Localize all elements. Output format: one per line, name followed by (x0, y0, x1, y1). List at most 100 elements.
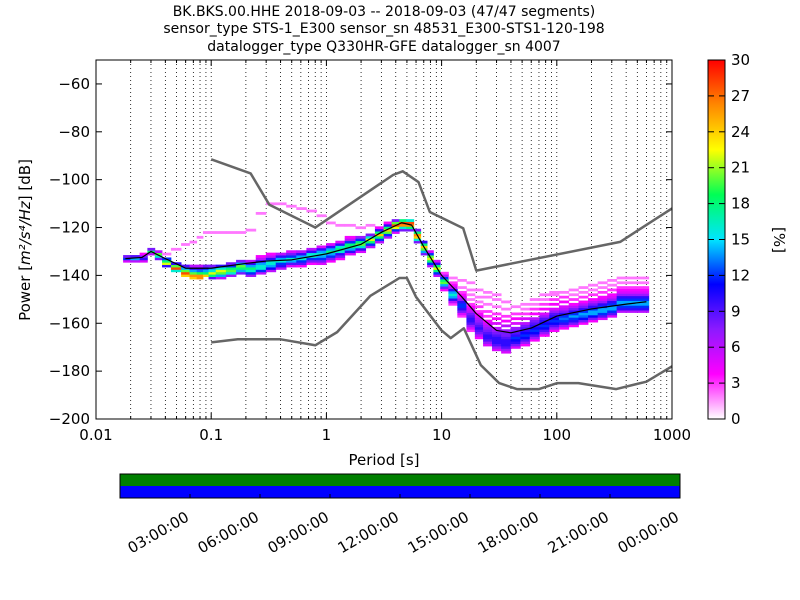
histogram-cell (643, 290, 650, 294)
histogram-cell (607, 307, 618, 311)
histogram-cell (255, 271, 267, 275)
histogram-cell (568, 322, 579, 325)
histogram-cell (286, 257, 297, 261)
histogram-cell (539, 298, 550, 301)
histogram-cell (427, 264, 434, 268)
histogram-cell (196, 264, 204, 268)
histogram-cell (355, 240, 367, 244)
histogram-cell (474, 322, 484, 325)
histogram-cell (306, 257, 317, 261)
histogram-cell (344, 235, 356, 239)
histogram-cell (635, 286, 644, 289)
histogram-cell (568, 310, 579, 313)
colorbar-tick-label: 15 (731, 231, 750, 249)
histogram-cell (391, 226, 400, 230)
histogram-cell (457, 310, 467, 313)
colorbar-tick-label: 6 (731, 338, 741, 356)
colorbar-label: [%] (770, 227, 788, 253)
histogram-cell (316, 257, 327, 261)
histogram-cell (208, 274, 217, 277)
histogram-cell (316, 259, 327, 263)
histogram-cell (501, 300, 512, 304)
histogram-cell (427, 259, 434, 263)
histogram-cell (539, 331, 550, 335)
histogram-cell (189, 264, 198, 268)
histogram-cell (529, 338, 540, 342)
histogram-cell (483, 324, 493, 328)
histogram-cell (208, 231, 217, 234)
histogram-cell (466, 322, 476, 325)
histogram-cell (196, 274, 204, 277)
histogram-cell (344, 238, 356, 242)
histogram-cell (510, 326, 521, 330)
histogram-cell (170, 247, 182, 251)
histogram-cell (635, 307, 644, 311)
histogram-cell (520, 341, 531, 345)
histogram-cell (427, 257, 434, 261)
histogram-cell (588, 305, 599, 309)
histogram-cell (457, 286, 467, 289)
histogram-cell (326, 245, 336, 249)
histogram-cell (559, 300, 570, 304)
histogram-cell (457, 300, 467, 304)
timeline-tick-label: 15:00:00 (405, 508, 472, 557)
histogram-cell (510, 312, 521, 316)
histogram-cell (483, 329, 493, 333)
histogram-cell (406, 228, 415, 232)
histogram-cell (265, 262, 277, 266)
histogram-cell (578, 317, 589, 321)
histogram-cell (559, 310, 570, 313)
histogram-cell (326, 250, 336, 254)
data-availability-timeline: 03:00:00 06:00:00 09:00:00 12:00:00 15:00:00… (119, 473, 682, 557)
histogram-cell (588, 310, 599, 313)
x-tick-label: 0.1 (199, 426, 223, 444)
histogram-cell (635, 310, 644, 313)
histogram-cell (474, 329, 484, 333)
colorbar-tick-label: 12 (731, 266, 750, 284)
histogram-cell (529, 329, 540, 333)
histogram-cell (189, 240, 198, 244)
histogram-cell (616, 286, 627, 289)
histogram-cell (296, 259, 307, 263)
histogram-cell (448, 276, 458, 280)
histogram-cell (510, 317, 521, 321)
histogram-cell (568, 305, 579, 309)
histogram-cell (626, 293, 636, 297)
histogram-cell (365, 233, 376, 237)
histogram-cell (448, 283, 458, 287)
histogram-cell (208, 269, 217, 273)
y-tick-label: −200 (49, 410, 90, 428)
histogram-cell (626, 305, 636, 309)
histogram-cell (549, 290, 560, 294)
histogram-cell (383, 223, 393, 227)
histogram-cell (265, 264, 277, 268)
y-tick-label: −180 (49, 362, 90, 380)
histogram-cell (635, 298, 644, 301)
histogram-cell (344, 240, 356, 244)
histogram-cell (483, 334, 493, 337)
histogram-cell (181, 269, 190, 273)
histogram-cell (616, 305, 627, 309)
histogram-cell (643, 281, 650, 285)
histogram-cell (196, 235, 204, 239)
histogram-cell (607, 300, 618, 304)
histogram-cell (316, 247, 327, 251)
histogram-cell (420, 240, 428, 244)
histogram-cell (275, 255, 287, 258)
histogram-cell (607, 288, 618, 292)
histogram-cell (520, 312, 531, 316)
timeline-tick-label: 21:00:00 (545, 508, 612, 557)
histogram-cell (296, 207, 307, 210)
histogram-cell (483, 302, 493, 306)
histogram-cell (539, 326, 550, 330)
histogram-cell (635, 305, 644, 309)
y-axis-label: Power [m²/s⁴/Hz] [dB] (16, 159, 34, 321)
histogram-cell (520, 317, 531, 321)
histogram-cell (492, 322, 502, 325)
histogram-cell (448, 295, 458, 299)
histogram-cell (335, 247, 346, 251)
timeline-tick-label: 18:00:00 (475, 508, 542, 557)
histogram-cell (365, 235, 376, 239)
histogram-cell (383, 221, 393, 225)
histogram-cell (588, 317, 599, 321)
